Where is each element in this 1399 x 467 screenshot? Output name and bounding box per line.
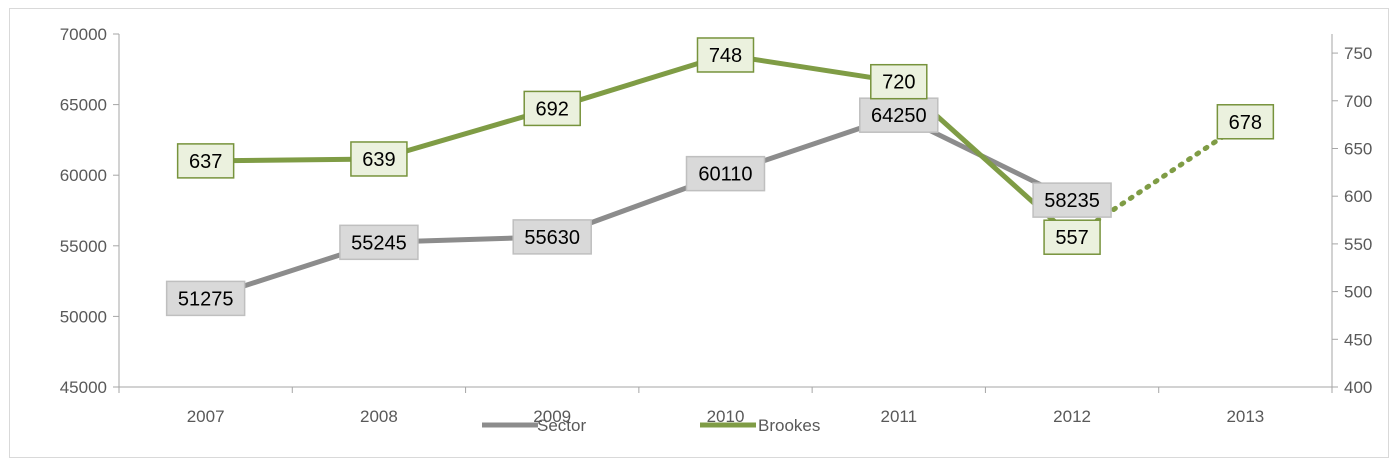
data-label-box-sector xyxy=(512,219,592,255)
data-labels: 51275 55245 55630 60110 64250 58235 637 639 692 7… xyxy=(165,37,1275,317)
data-label-sector: 60110 xyxy=(698,164,752,186)
x-axis-tick-label: 2011 xyxy=(881,407,918,426)
data-label-brookes: 748 xyxy=(709,45,742,67)
left-axis-tick-label: 60000 xyxy=(60,166,107,185)
data-label-box-brookes xyxy=(523,90,581,127)
data-label-box-sector xyxy=(1032,182,1112,218)
right-axis-tick-label: 550 xyxy=(1344,235,1372,254)
series-line-sector xyxy=(204,112,1074,301)
series-line-brookes xyxy=(205,52,1074,240)
data-label-box-sector xyxy=(165,280,246,317)
chart-frame xyxy=(9,8,1389,458)
data-label-brookes: 692 xyxy=(536,98,569,120)
data-label-brookes: 720 xyxy=(882,72,915,94)
data-label-brookes: 678 xyxy=(1229,112,1262,134)
series-line-brookes-projection xyxy=(1069,119,1248,240)
right-axis-tick-label: 750 xyxy=(1344,44,1372,63)
legend-label-brookes: Brookes xyxy=(758,416,820,435)
right-axis-tick-label: 650 xyxy=(1344,139,1372,158)
data-label-sector: 55245 xyxy=(351,232,407,254)
legend: Sector Brookes xyxy=(482,416,820,435)
data-label-box-brookes xyxy=(1216,104,1275,140)
data-label-box-brookes xyxy=(696,37,755,73)
x-axis-tick-label: 2009 xyxy=(533,407,571,426)
data-label-brookes: 639 xyxy=(362,149,395,171)
left-axis-tick-label: 70000 xyxy=(60,25,107,44)
x-axis-tick-label: 2007 xyxy=(187,407,225,426)
left-axis-tick-label: 50000 xyxy=(60,307,107,326)
data-label-box-sector xyxy=(685,155,766,192)
x-axis-tick-label: 2010 xyxy=(707,407,745,426)
x-axis-tick-label: 2013 xyxy=(1226,407,1264,426)
right-axis-tick-label: 700 xyxy=(1344,92,1372,111)
data-label-sector: 58235 xyxy=(1044,190,1100,212)
data-label-box-brookes xyxy=(350,141,408,177)
x-axis-tick-label: 2012 xyxy=(1053,407,1091,426)
axes: 45000 50000 55000 60000 65000 70000 400 450 500 5… xyxy=(60,25,1373,426)
data-label-brookes: 637 xyxy=(189,151,222,173)
right-axis-tick-label: 600 xyxy=(1344,187,1372,206)
left-axis-tick-label: 55000 xyxy=(60,237,107,256)
legend-label-sector: Sector xyxy=(537,416,586,435)
data-label-box-sector xyxy=(339,224,419,261)
x-axis-tick-label: 2008 xyxy=(360,407,398,426)
right-axis-tick-label: 450 xyxy=(1344,330,1372,349)
data-label-box-sector xyxy=(859,97,939,133)
data-label-sector: 55630 xyxy=(524,227,580,249)
left-axis-tick-label: 45000 xyxy=(60,378,107,397)
data-label-box-brookes xyxy=(176,143,235,179)
left-axis-tick-label: 65000 xyxy=(60,96,107,115)
data-label-box-brookes xyxy=(1043,219,1101,255)
right-axis-tick-label: 500 xyxy=(1344,283,1372,302)
right-axis-tick-label: 400 xyxy=(1344,378,1372,397)
data-label-sector: 64250 xyxy=(871,105,927,127)
data-label-box-brookes xyxy=(870,63,928,100)
data-label-brookes: 557 xyxy=(1055,227,1088,249)
data-label-sector: 51275 xyxy=(178,288,234,310)
